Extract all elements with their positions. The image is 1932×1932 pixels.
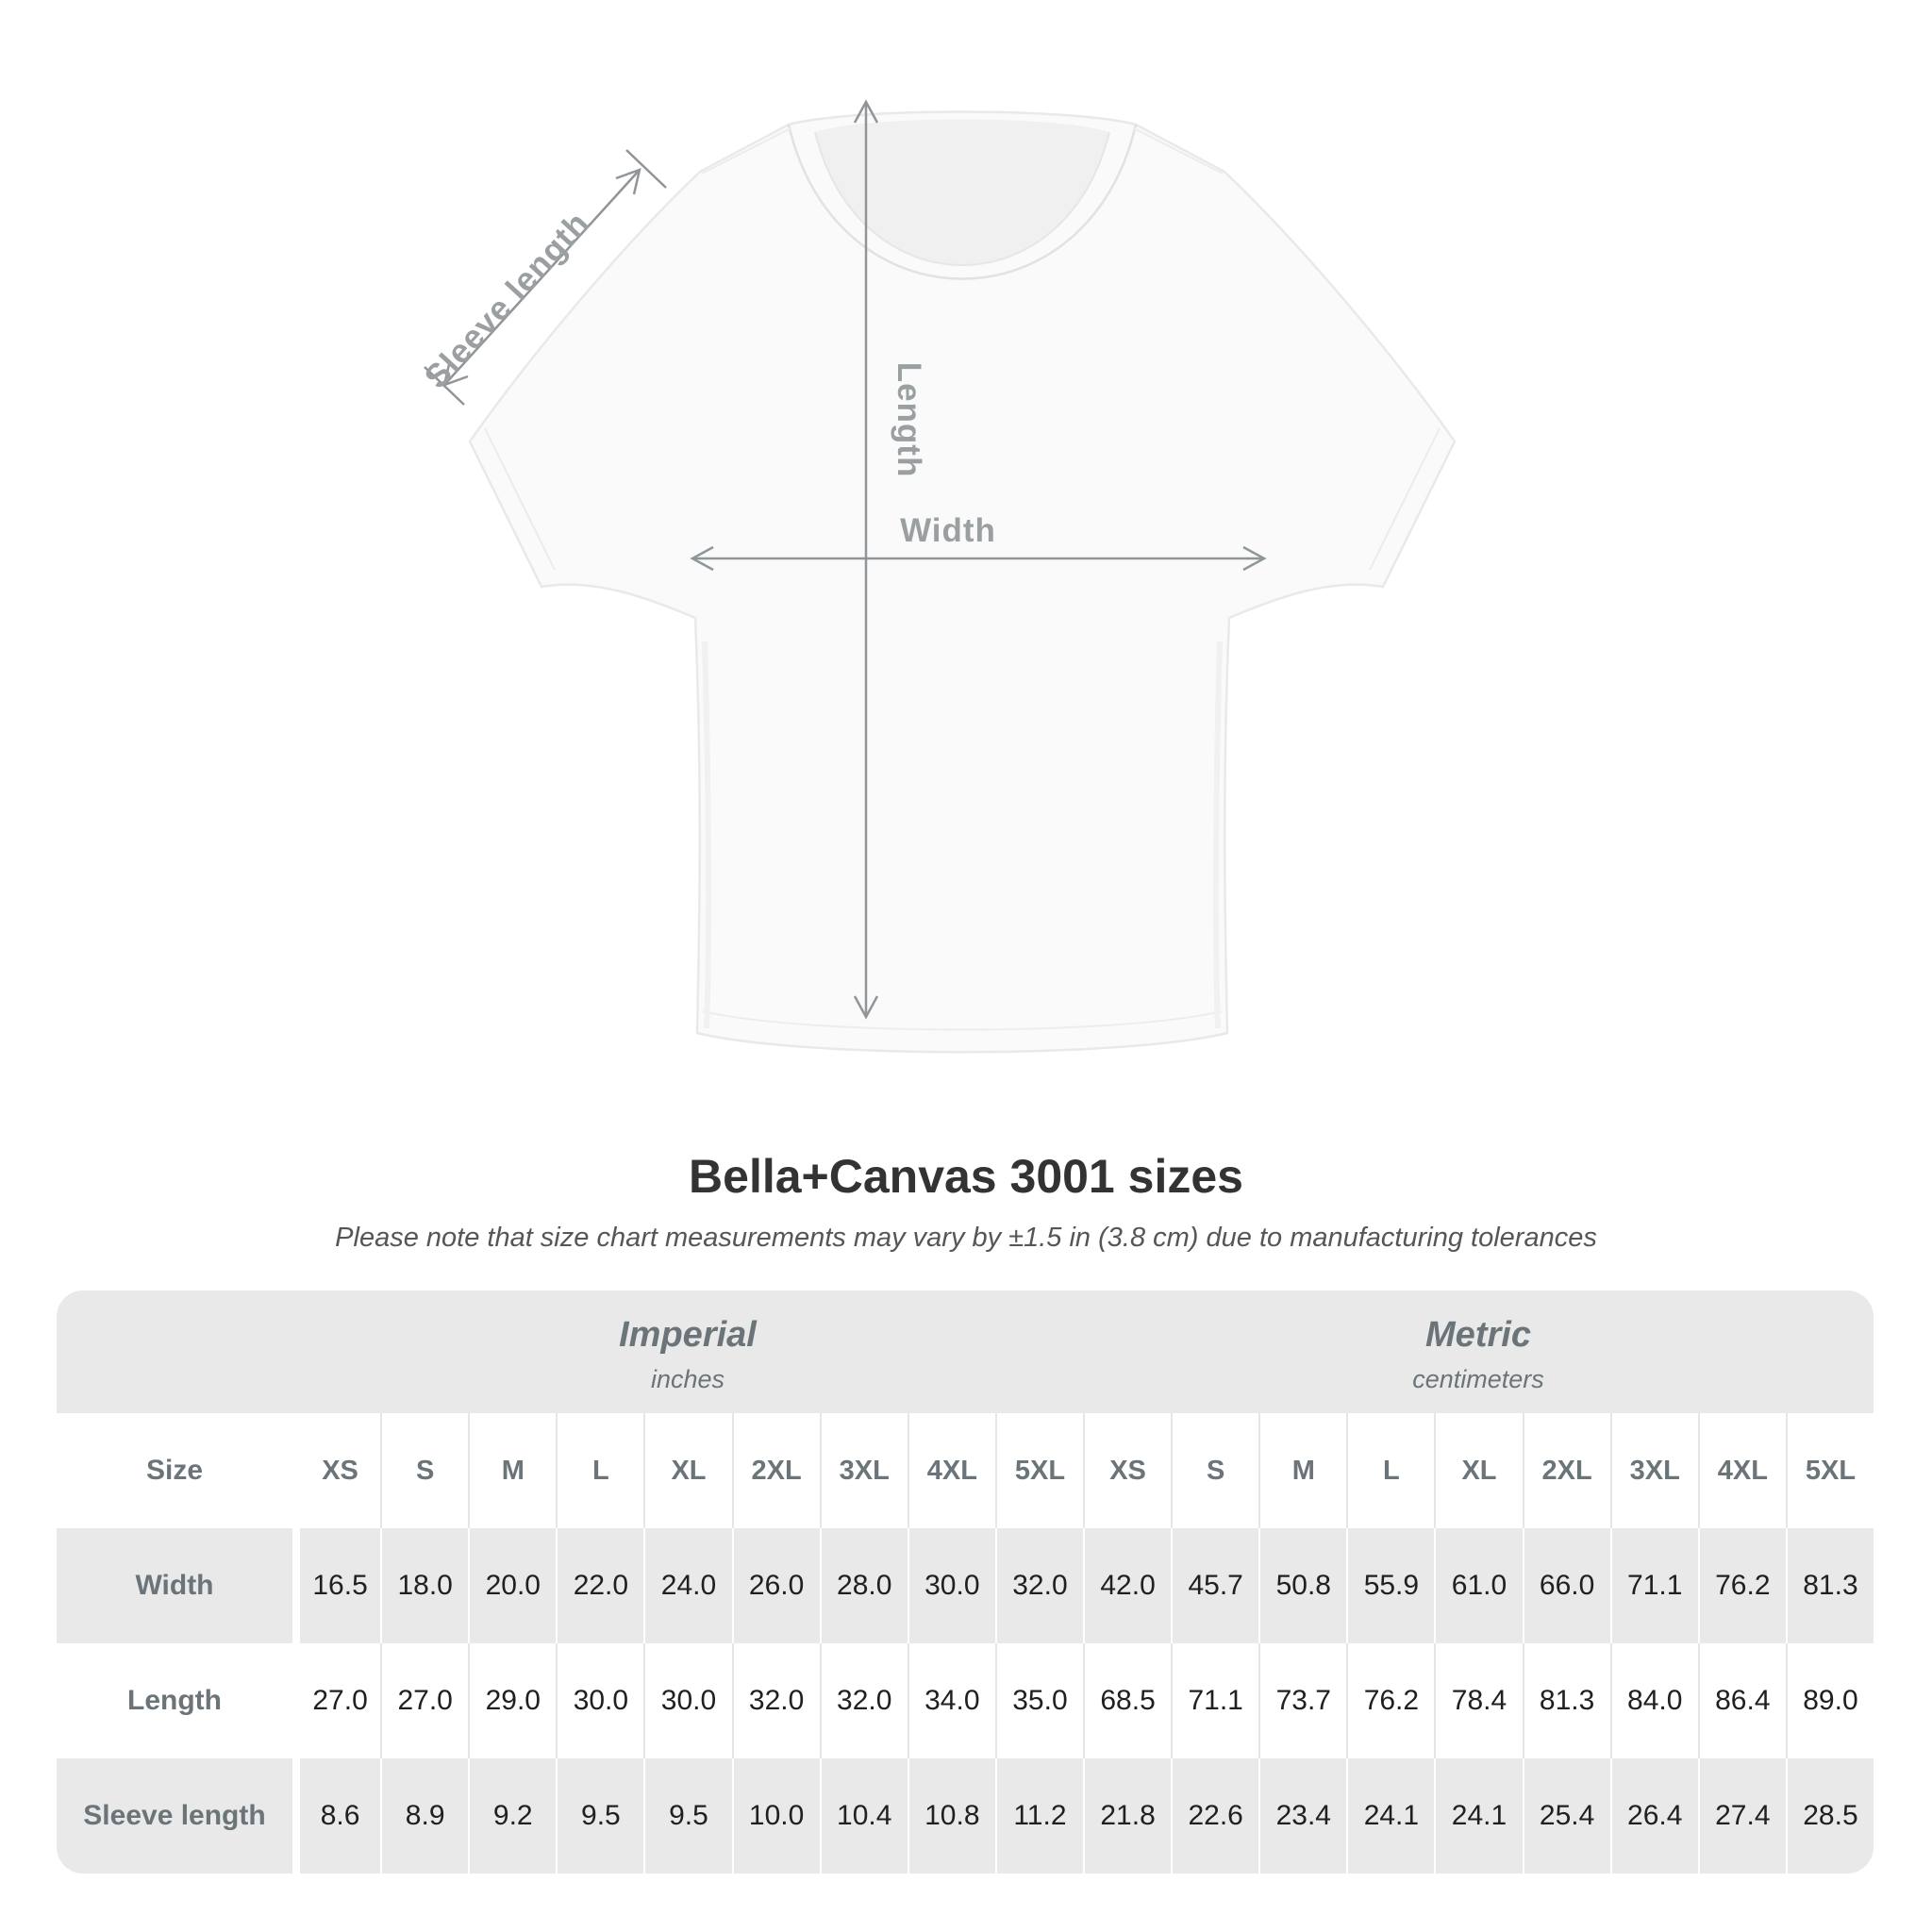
tshirt-illustration bbox=[468, 110, 1457, 1054]
metric-unit: centimeters bbox=[1412, 1365, 1544, 1393]
size-column-header: XL bbox=[1434, 1413, 1523, 1528]
size-column-header: 2XL bbox=[731, 1413, 820, 1528]
size-column-header: 3XL bbox=[819, 1413, 908, 1528]
size-value-cell: 10.4 bbox=[819, 1758, 908, 1874]
size-column-header: L bbox=[556, 1413, 644, 1528]
size-value-cell: 32.0 bbox=[731, 1643, 820, 1758]
size-value-cell: 8.9 bbox=[380, 1758, 469, 1874]
size-value-cell: 71.1 bbox=[1609, 1528, 1698, 1643]
size-value-cell: 16.5 bbox=[292, 1528, 381, 1643]
size-value-cell: 68.5 bbox=[1083, 1643, 1172, 1758]
size-value-cell: 10.8 bbox=[907, 1758, 995, 1874]
size-value-cell: 26.4 bbox=[1609, 1758, 1698, 1874]
size-value-cell: 27.0 bbox=[380, 1643, 469, 1758]
size-value-cell: 71.1 bbox=[1171, 1643, 1259, 1758]
row-label-width: Width bbox=[57, 1528, 292, 1643]
size-value-cell: 35.0 bbox=[994, 1643, 1083, 1758]
size-value-cell: 78.4 bbox=[1434, 1643, 1523, 1758]
size-value-cell: 30.0 bbox=[907, 1528, 995, 1643]
group-header-imperial: Imperial inches bbox=[292, 1291, 1083, 1413]
size-value-cell: 22.0 bbox=[556, 1528, 644, 1643]
size-value-cell: 8.6 bbox=[292, 1758, 381, 1874]
size-table: Imperial inches Metric centimeters Size … bbox=[57, 1291, 1874, 1874]
size-column-header: 2XL bbox=[1522, 1413, 1610, 1528]
unit-group-band: Imperial inches Metric centimeters bbox=[57, 1291, 1874, 1413]
size-value-cell: 18.0 bbox=[380, 1528, 469, 1643]
size-column-header: M bbox=[468, 1413, 557, 1528]
tshirt-diagram: Length Width Sleeve length bbox=[418, 99, 1457, 1054]
size-column-header: 5XL bbox=[994, 1413, 1083, 1528]
size-column-header: XS bbox=[1083, 1413, 1172, 1528]
size-value-cell: 81.3 bbox=[1522, 1643, 1610, 1758]
size-value-cell: 89.0 bbox=[1785, 1643, 1874, 1758]
size-value-cell: 76.2 bbox=[1697, 1528, 1786, 1643]
size-column-header: 5XL bbox=[1785, 1413, 1874, 1528]
size-value-cell: 23.4 bbox=[1258, 1758, 1347, 1874]
size-value-cell: 76.2 bbox=[1346, 1643, 1435, 1758]
size-value-cell: 24.1 bbox=[1434, 1758, 1523, 1874]
size-value-cell: 20.0 bbox=[468, 1528, 557, 1643]
metric-label: Metric bbox=[1425, 1315, 1531, 1355]
size-value-cell: 24.1 bbox=[1346, 1758, 1435, 1874]
size-value-cell: 22.6 bbox=[1171, 1758, 1259, 1874]
size-value-cell: 55.9 bbox=[1346, 1528, 1435, 1643]
size-column-header: S bbox=[1171, 1413, 1259, 1528]
length-label: Length bbox=[891, 362, 927, 478]
size-header: Size bbox=[57, 1413, 292, 1528]
size-value-cell: 34.0 bbox=[907, 1643, 995, 1758]
size-value-cell: 81.3 bbox=[1785, 1528, 1874, 1643]
size-value-cell: 9.5 bbox=[556, 1758, 644, 1874]
size-value-cell: 61.0 bbox=[1434, 1528, 1523, 1643]
size-value-cell: 27.4 bbox=[1697, 1758, 1786, 1874]
size-column-header: XS bbox=[292, 1413, 381, 1528]
size-value-cell: 32.0 bbox=[994, 1528, 1083, 1643]
size-value-cell: 30.0 bbox=[556, 1643, 644, 1758]
size-value-cell: 30.0 bbox=[643, 1643, 732, 1758]
size-value-cell: 84.0 bbox=[1609, 1643, 1698, 1758]
size-value-cell: 66.0 bbox=[1522, 1528, 1610, 1643]
size-column-header: 4XL bbox=[907, 1413, 995, 1528]
row-label-length: Length bbox=[57, 1643, 292, 1758]
size-value-cell: 42.0 bbox=[1083, 1528, 1172, 1643]
size-value-cell: 86.4 bbox=[1697, 1643, 1786, 1758]
size-value-cell: 24.0 bbox=[643, 1528, 732, 1643]
size-value-cell: 45.7 bbox=[1171, 1528, 1259, 1643]
size-value-cell: 28.0 bbox=[819, 1528, 908, 1643]
size-column-header: M bbox=[1258, 1413, 1347, 1528]
size-column-header: 3XL bbox=[1609, 1413, 1698, 1528]
group-header-metric: Metric centimeters bbox=[1083, 1291, 1874, 1413]
size-value-cell: 73.7 bbox=[1258, 1643, 1347, 1758]
size-column-header: 4XL bbox=[1697, 1413, 1786, 1528]
size-value-cell: 9.2 bbox=[468, 1758, 557, 1874]
size-value-cell: 11.2 bbox=[994, 1758, 1083, 1874]
width-arrow: Width bbox=[690, 512, 1267, 572]
size-value-cell: 25.4 bbox=[1522, 1758, 1610, 1874]
page-title: Bella+Canvas 3001 sizes bbox=[689, 1150, 1243, 1203]
size-column-header: L bbox=[1346, 1413, 1435, 1528]
size-value-cell: 10.0 bbox=[731, 1758, 820, 1874]
imperial-unit: inches bbox=[650, 1365, 725, 1393]
size-value-cell: 32.0 bbox=[819, 1643, 908, 1758]
size-value-cell: 21.8 bbox=[1083, 1758, 1172, 1874]
size-value-cell: 9.5 bbox=[643, 1758, 732, 1874]
imperial-label: Imperial bbox=[619, 1315, 757, 1355]
width-label: Width bbox=[900, 512, 996, 549]
size-column-header: XL bbox=[643, 1413, 732, 1528]
size-value-cell: 50.8 bbox=[1258, 1528, 1347, 1643]
size-value-cell: 27.0 bbox=[292, 1643, 381, 1758]
size-value-cell: 26.0 bbox=[731, 1528, 820, 1643]
size-column-header: S bbox=[380, 1413, 469, 1528]
row-label-sleeve-length: Sleeve length bbox=[57, 1758, 292, 1874]
size-value-cell: 28.5 bbox=[1785, 1758, 1874, 1874]
page-subtitle: Please note that size chart measurements… bbox=[335, 1223, 1597, 1253]
size-value-cell: 29.0 bbox=[468, 1643, 557, 1758]
